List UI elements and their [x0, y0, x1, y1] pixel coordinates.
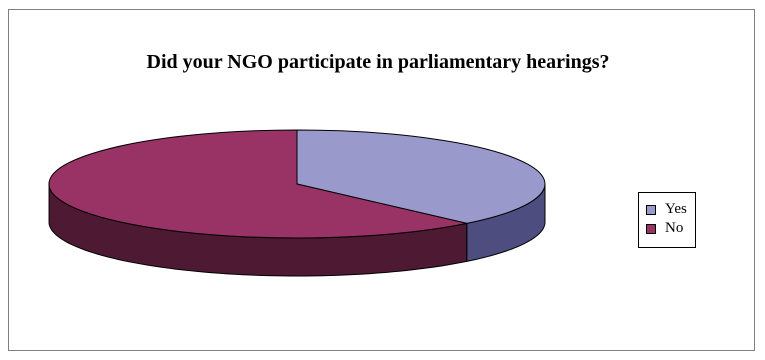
pie-plot — [48, 129, 546, 277]
legend-swatch-yes — [646, 204, 656, 215]
legend-label-no: No — [665, 220, 684, 236]
legend-item-yes: Yes — [639, 200, 695, 219]
pie-slice-no — [48, 129, 467, 239]
legend-label-yes: Yes — [665, 201, 687, 217]
chart-title: Did your NGO participate in parliamentar… — [146, 51, 610, 73]
legend-item-no: No — [639, 219, 695, 238]
legend-swatch-no — [646, 223, 656, 234]
chart-frame: Did your NGO participate in parliamentar… — [8, 9, 755, 351]
pie-slice-yes — [296, 129, 546, 224]
legend: Yes No — [638, 192, 696, 248]
